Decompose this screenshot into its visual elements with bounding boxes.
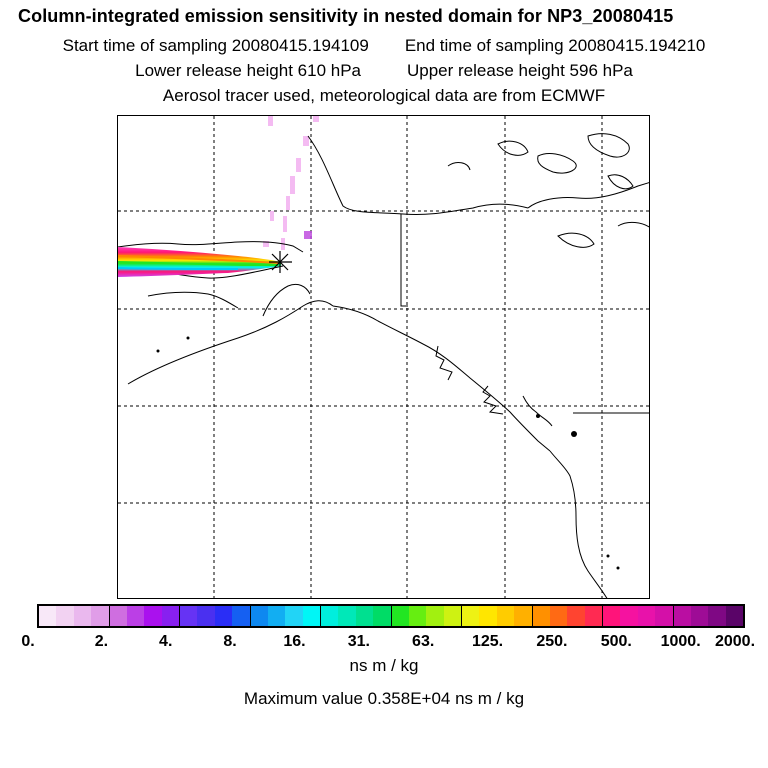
colorbar-segment (39, 606, 57, 626)
colorbar-segment (426, 606, 444, 626)
colorbar-segment (56, 606, 74, 626)
map-svg (118, 116, 649, 598)
colorbar-segment (690, 606, 709, 626)
start-time-label: Start time of sampling 20080415.194109 (62, 36, 369, 55)
colorbar-segment (214, 606, 233, 626)
colorbar-segment (373, 606, 392, 626)
colorbar-segment (355, 606, 374, 626)
upper-release-label: Upper release height 596 hPa (407, 61, 633, 80)
colorbar-segment (725, 606, 743, 626)
colorbar-segment (109, 606, 127, 626)
colorbar-segment (584, 606, 603, 626)
coastline (118, 133, 649, 598)
colorbar-segment (126, 606, 145, 626)
colorbar-segment (620, 606, 638, 626)
colorbar-tick-label: 1000. (660, 633, 701, 650)
political-borders (400, 214, 649, 414)
colorbar-segment (267, 606, 286, 626)
colorbar-segment (443, 606, 462, 626)
colorbar-segment (637, 606, 656, 626)
sampling-time-line: Start time of sampling 20080415.194109 En… (0, 36, 768, 56)
maximum-value-label: Maximum value 0.358E+04 ns m / kg (243, 689, 525, 708)
colorbar-tick-label: 0. (21, 633, 35, 650)
colorbar-segment (232, 606, 251, 626)
colorbar-segment (514, 606, 533, 626)
colorbar-segment (144, 606, 162, 626)
colorbar-segment (197, 606, 215, 626)
colorbar-segment (479, 606, 497, 626)
colorbar-segment (180, 606, 198, 626)
colorbar-tick-label: 8. (223, 633, 237, 650)
colorbar-segment (302, 606, 321, 626)
plot-title: Column-integrated emission sensitivity i… (18, 6, 674, 26)
map-panel (117, 115, 650, 599)
colorbar-segment (496, 606, 515, 626)
colorbar-segment (567, 606, 585, 626)
lower-release-label: Lower release height 610 hPa (135, 61, 361, 80)
release-point-star-icon (269, 251, 292, 273)
end-time-label: End time of sampling 20080415.194210 (404, 36, 706, 55)
colorbar-tick-label: 2000. (714, 633, 756, 650)
colorbar-tick-label: 31. (347, 633, 370, 650)
emission-plume (118, 247, 281, 277)
colorbar-segment (549, 606, 568, 626)
colorbar-tick-label: 4. (159, 633, 173, 650)
colorbar-segment (73, 606, 92, 626)
colorbar-tick-label: 250. (536, 633, 568, 650)
release-height-line: Lower release height 610 hPa Upper releas… (0, 61, 768, 81)
colorbar (37, 604, 745, 628)
colorbar-segment (161, 606, 180, 626)
colorbar-segment (321, 606, 339, 626)
colorbar-tick-label: 63. (412, 633, 435, 650)
graticule (118, 116, 649, 598)
islands (156, 336, 620, 570)
colorbar-segment (532, 606, 550, 626)
colorbar-tick-label: 2. (94, 633, 109, 650)
colorbar-segment (391, 606, 409, 626)
colorbar-units: ns m / kg (349, 656, 419, 675)
colorbar-tick-label: 125. (471, 633, 504, 650)
colorbar-segment (462, 606, 480, 626)
colorbar-segment (603, 606, 621, 626)
colorbar-segment (673, 606, 691, 626)
colorbar-segment (408, 606, 427, 626)
colorbar-tick-label: 500. (600, 633, 632, 650)
tracer-info-line: Aerosol tracer used, meteorological data… (162, 86, 606, 105)
colorbar-segment (338, 606, 356, 626)
colorbar-segment (250, 606, 268, 626)
colorbar-segment (708, 606, 726, 626)
colorbar-tick-label: 16. (283, 633, 306, 650)
colorbar-segment (655, 606, 674, 626)
colorbar-segment (91, 606, 110, 626)
colorbar-segment (285, 606, 303, 626)
